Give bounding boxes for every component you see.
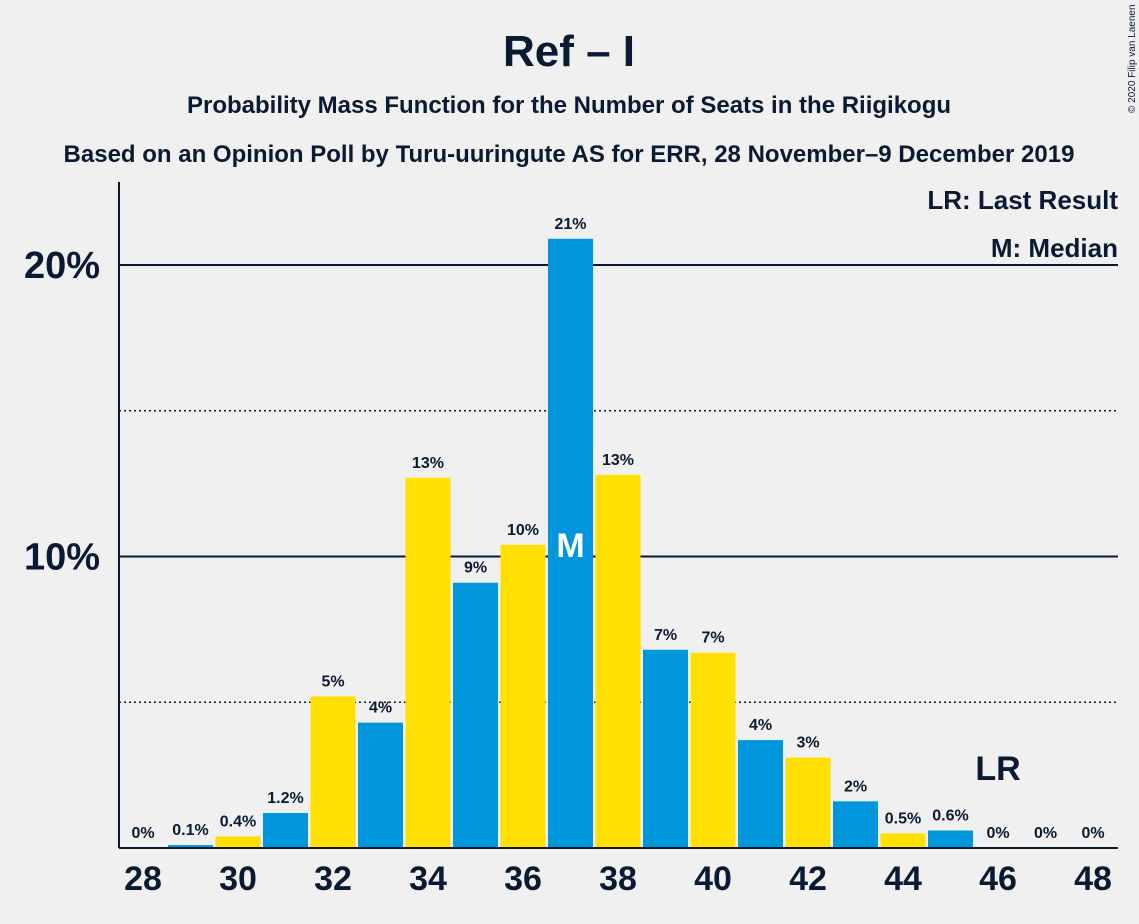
- y-tick-label: 20%: [24, 245, 100, 287]
- data-label: 13%: [602, 452, 634, 469]
- y-tick-labels: 10% 20%: [24, 245, 100, 579]
- x-tick-label: 34: [409, 860, 447, 898]
- data-label: 0.5%: [885, 810, 921, 827]
- bar: [833, 801, 878, 848]
- median-marker: M: [556, 527, 584, 565]
- x-tick-label: 46: [979, 860, 1017, 898]
- data-label: 4%: [369, 700, 392, 717]
- x-tick-label: 32: [314, 860, 352, 898]
- bar: [310, 696, 356, 848]
- data-label: 0%: [131, 825, 154, 842]
- bar: [500, 544, 546, 848]
- bars: [168, 238, 973, 848]
- last-result-marker: LR: [975, 750, 1020, 788]
- data-label: 13%: [412, 455, 444, 472]
- x-tick-labels: 28 30 32 34 36 38 40 42 44 46 48: [124, 860, 1112, 898]
- bar: [453, 582, 498, 848]
- bar: [168, 845, 213, 848]
- data-label: 5%: [321, 673, 344, 690]
- bar: [215, 836, 261, 848]
- bar: [785, 757, 831, 848]
- data-label: 0%: [986, 825, 1009, 842]
- x-tick-label: 30: [219, 860, 257, 898]
- data-label: 3%: [796, 735, 819, 752]
- bar: [690, 652, 736, 848]
- bar: [643, 649, 688, 848]
- bar: [358, 722, 403, 848]
- x-tick-label: 44: [884, 860, 922, 898]
- bar: [880, 833, 926, 848]
- data-label: 0.6%: [932, 808, 968, 825]
- bar: [405, 477, 451, 848]
- bar: [928, 830, 973, 848]
- legend-median: M: Median: [991, 233, 1118, 263]
- y-tick-label: 10%: [24, 537, 100, 579]
- x-tick-label: 42: [789, 860, 827, 898]
- data-label: 4%: [749, 717, 772, 734]
- bar: [738, 740, 783, 848]
- data-label: 0%: [1034, 825, 1057, 842]
- data-label: 2%: [844, 778, 867, 795]
- data-label: 7%: [654, 627, 677, 644]
- data-label: 21%: [554, 216, 586, 233]
- chart-subtitle-2: Based on an Opinion Poll by Turu-uuringu…: [64, 141, 1075, 168]
- x-tick-label: 36: [504, 860, 542, 898]
- data-label: 10%: [507, 522, 539, 539]
- data-label: 7%: [701, 630, 724, 647]
- x-tick-label: 28: [124, 860, 162, 898]
- bar: [263, 813, 308, 848]
- bar: [595, 474, 641, 848]
- copyright-notice: © 2020 Filip van Laenen: [1127, 4, 1138, 113]
- data-label: 1.2%: [267, 790, 303, 807]
- data-labels: 0% 0.1% 0.4% 1.2% 5% 4% 13% 9% 10% 21% 13% 7% 7% 4% 3%…: [131, 216, 1104, 842]
- x-tick-label: 48: [1074, 860, 1112, 898]
- data-label: 0.4%: [220, 813, 256, 830]
- bar: [548, 238, 593, 848]
- chart-title: Ref – I: [503, 27, 635, 76]
- data-label: 0.1%: [172, 822, 208, 839]
- x-tick-label: 40: [694, 860, 732, 898]
- chart-subtitle: Probability Mass Function for the Number…: [187, 92, 951, 119]
- data-label: 9%: [464, 560, 487, 577]
- legend-last-result: LR: Last Result: [927, 185, 1118, 215]
- x-tick-label: 38: [599, 860, 637, 898]
- data-label: 0%: [1081, 825, 1104, 842]
